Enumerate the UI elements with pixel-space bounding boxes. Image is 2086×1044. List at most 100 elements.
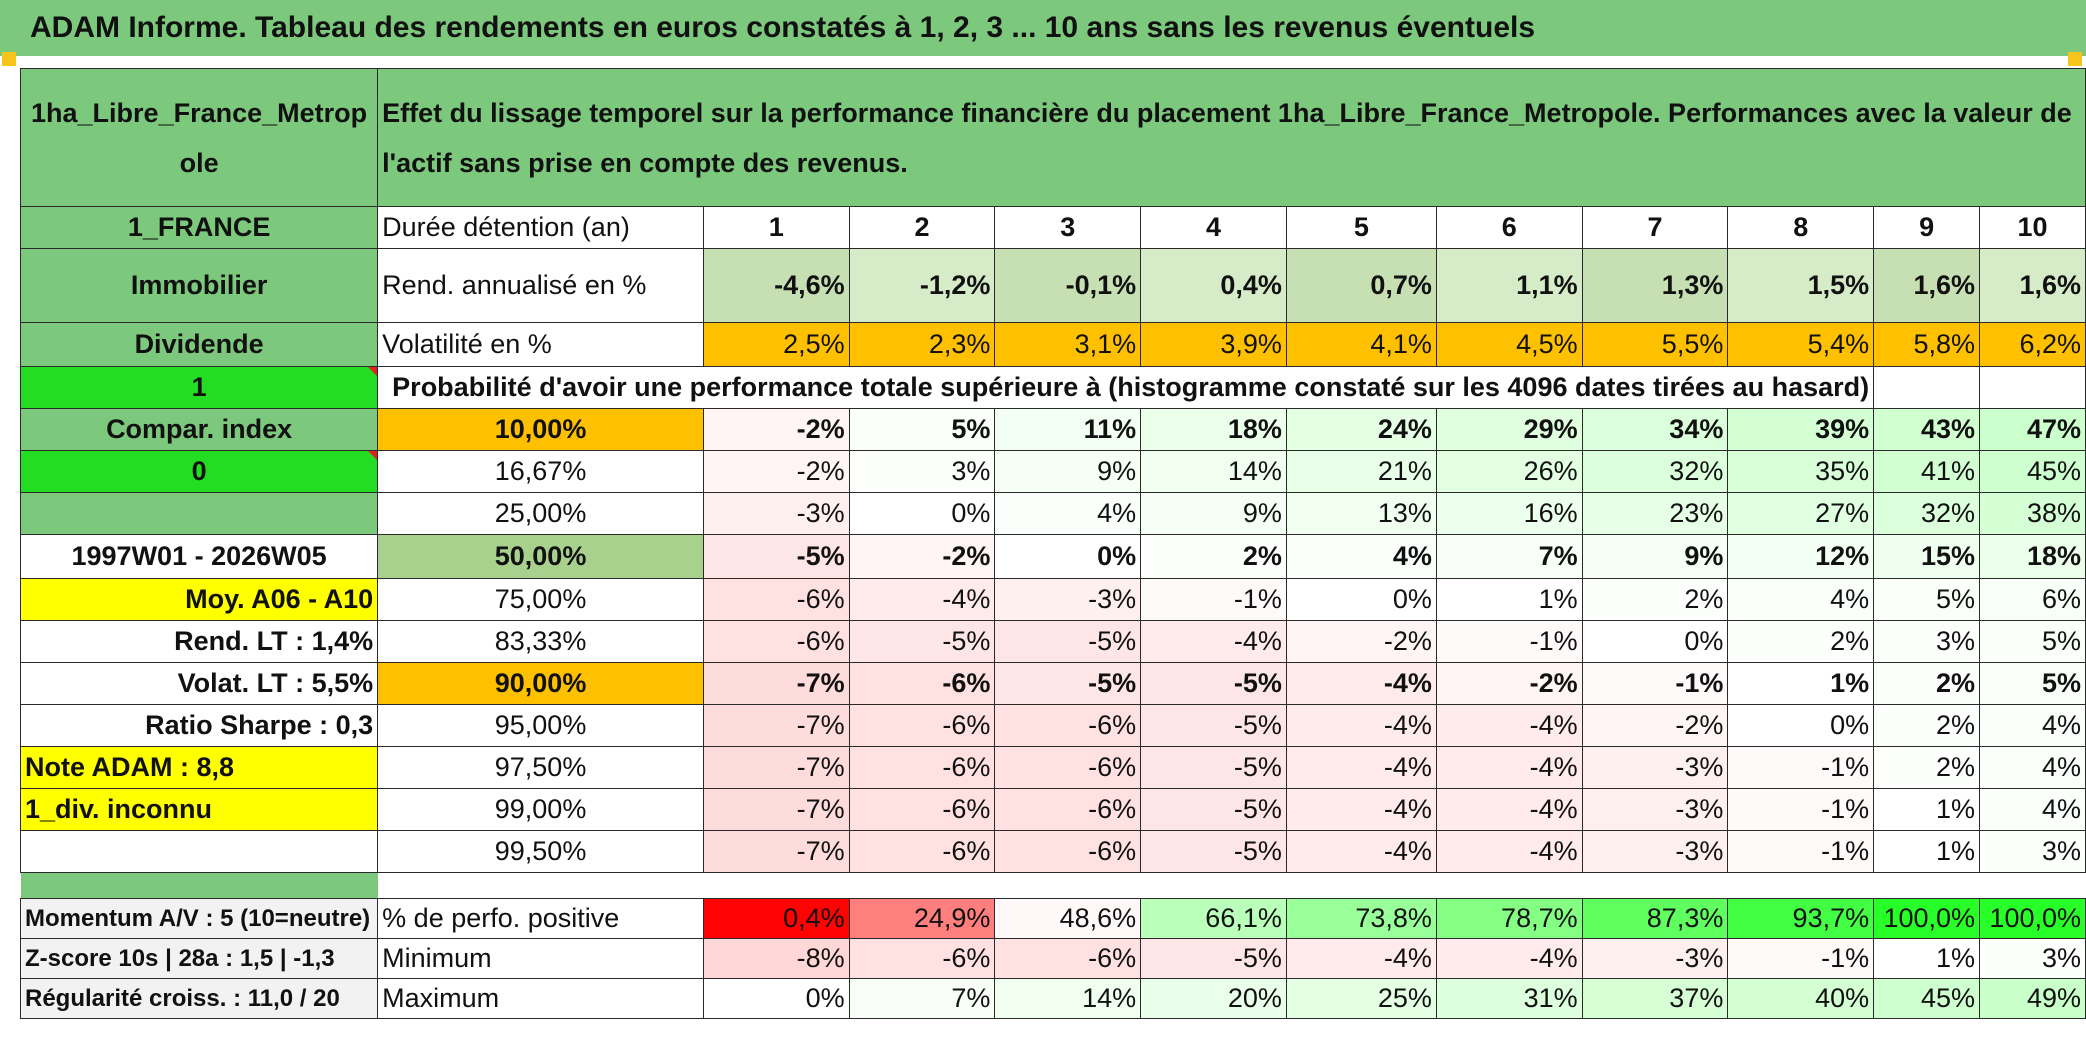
selector-0-cell[interactable]: 0: [19, 450, 379, 493]
percentile-value: -6%: [848, 746, 996, 789]
percentile-value: 1%: [1727, 662, 1875, 705]
zscore-label: Z-score 10s | 28a : 1,5 | -1,3: [19, 938, 379, 979]
minimum-value: -6%: [994, 938, 1142, 979]
positive-row: Momentum A/V : 5 (10=neutre) % de perfo.…: [19, 898, 2086, 939]
percentile-value: 2%: [1873, 662, 1981, 705]
percentile-value: -7%: [702, 788, 850, 831]
minimum-value: 1%: [1873, 938, 1981, 979]
maximum-row: Régularité croiss. : 11,0 / 20 Maximum 0…: [19, 978, 2086, 1019]
percentile-value: 34%: [1581, 408, 1729, 451]
percentile-value: -2%: [848, 534, 996, 579]
percentile-value: 2%: [1873, 704, 1981, 747]
minimum-row: Z-score 10s | 28a : 1,5 | -1,3 Minimum -…: [19, 938, 2086, 979]
percentile-value: -7%: [702, 662, 850, 705]
percentile-value: 0%: [1581, 620, 1729, 663]
percentile-value: -5%: [702, 534, 850, 579]
maximum-value: 0%: [702, 978, 850, 1019]
percentile-row: 1997W01 - 2026W05 50,00% -5% -2% 0% 2% 4% 7% 9% 1…: [19, 534, 2086, 579]
percentile-value: 18%: [1979, 534, 2086, 579]
percentile-value: -6%: [848, 830, 996, 873]
maximum-value: 45%: [1873, 978, 1981, 1019]
percentile-value: -4%: [1435, 830, 1583, 873]
percentile-value: 35%: [1727, 450, 1875, 493]
percentile-value: 0%: [848, 492, 996, 535]
percentile-value: -7%: [702, 704, 850, 747]
percentile-value: 0%: [1727, 704, 1875, 747]
percentile-value: -1%: [1727, 788, 1875, 831]
rend-lt-label: Rend. LT : 1,4%: [19, 620, 379, 663]
positive-value: 73,8%: [1285, 898, 1437, 939]
rend-value: 0,4%: [1140, 248, 1287, 323]
percentile-value: 4%: [1979, 788, 2086, 831]
maximum-value: 37%: [1581, 978, 1729, 1019]
percentile-value: -4%: [1435, 746, 1583, 789]
percentile-value: -3%: [1581, 746, 1729, 789]
percentile-value: 15%: [1873, 534, 1981, 579]
maximum-value: 7%: [848, 978, 996, 1019]
percentile-value: 5%: [1979, 620, 2086, 663]
volat-value: 2,3%: [848, 322, 996, 367]
percentile-level: 10,00%: [377, 408, 704, 451]
percentile-value: -6%: [848, 788, 996, 831]
percentile-value: 41%: [1873, 450, 1981, 493]
percentile-value: 1%: [1873, 788, 1981, 831]
percentile-value: -4%: [1285, 830, 1437, 873]
percentile-value: -2%: [1435, 662, 1583, 705]
percentile-value: -6%: [848, 704, 996, 747]
rend-label: Rend. annualisé en %: [377, 248, 704, 323]
duration-header: 7: [1581, 206, 1729, 249]
positive-value: 78,7%: [1435, 898, 1583, 939]
percentile-value: 4%: [1979, 746, 2086, 789]
percentile-value: 0%: [994, 534, 1142, 579]
probability-header-row: 1 Probabilité d'avoir une performance to…: [19, 366, 2086, 409]
percentile-value: -1%: [1727, 830, 1875, 873]
percentile-value: 0%: [1285, 578, 1437, 621]
empty-cell: [1873, 366, 1980, 409]
percentile-value: 3%: [848, 450, 996, 493]
percentile-value: 38%: [1979, 492, 2086, 535]
percentile-value: 14%: [1140, 450, 1287, 493]
percentile-level: 25,00%: [377, 492, 704, 535]
percentile-value: 6%: [1979, 578, 2086, 621]
percentile-value: 12%: [1727, 534, 1875, 579]
percentile-value: 23%: [1581, 492, 1729, 535]
duration-header: 4: [1140, 206, 1287, 249]
volat-value: 3,9%: [1140, 322, 1287, 367]
percentile-value: 4%: [1979, 704, 2086, 747]
rend-value: -1,2%: [848, 248, 996, 323]
percentile-value: 24%: [1285, 408, 1437, 451]
percentile-value: -4%: [1140, 620, 1287, 663]
percentile-value: 39%: [1727, 408, 1875, 451]
percentile-value: -5%: [1140, 788, 1287, 831]
sidebar-green-blank: [19, 492, 379, 535]
percentile-value: -2%: [1285, 620, 1437, 663]
percentile-value: 9%: [1140, 492, 1287, 535]
positive-value: 0,4%: [702, 898, 850, 939]
duration-label: Durée détention (an): [377, 206, 704, 249]
selector-1-cell[interactable]: 1: [19, 366, 379, 409]
percentile-row: Moy. A06 - A10 75,00% -6% -4% -3% -1% 0% 1% 2% 4%…: [19, 578, 2086, 621]
maximum-value: 25%: [1285, 978, 1437, 1019]
percentile-value: 2%: [1140, 534, 1287, 579]
country-label: 1_FRANCE: [19, 206, 379, 249]
positive-value: 100,0%: [1979, 898, 2086, 939]
rend-value: 1,6%: [1979, 248, 2086, 323]
percentile-value: -4%: [1285, 746, 1437, 789]
duration-header: 6: [1435, 206, 1583, 249]
percentile-value: 21%: [1285, 450, 1437, 493]
maximum-value: 14%: [994, 978, 1142, 1019]
percentile-value: 27%: [1727, 492, 1875, 535]
volat-lt-label: Volat. LT : 5,5%: [19, 662, 379, 705]
percentile-value: -1%: [1140, 578, 1287, 621]
note-adam-label: Note ADAM : 8,8: [19, 746, 379, 789]
percentile-value: 18%: [1140, 408, 1287, 451]
period-label: 1997W01 - 2026W05: [19, 534, 379, 579]
duration-header: 8: [1727, 206, 1875, 249]
percentile-value: 1%: [1435, 578, 1583, 621]
percentile-value: 4%: [1285, 534, 1437, 579]
ratio-sharpe-label: Ratio Sharpe : 0,3: [19, 704, 379, 747]
percentile-value: -4%: [1285, 788, 1437, 831]
rend-value: 0,7%: [1285, 248, 1437, 323]
minimum-value: -3%: [1581, 938, 1729, 979]
corner-marker-right: [2068, 52, 2082, 66]
